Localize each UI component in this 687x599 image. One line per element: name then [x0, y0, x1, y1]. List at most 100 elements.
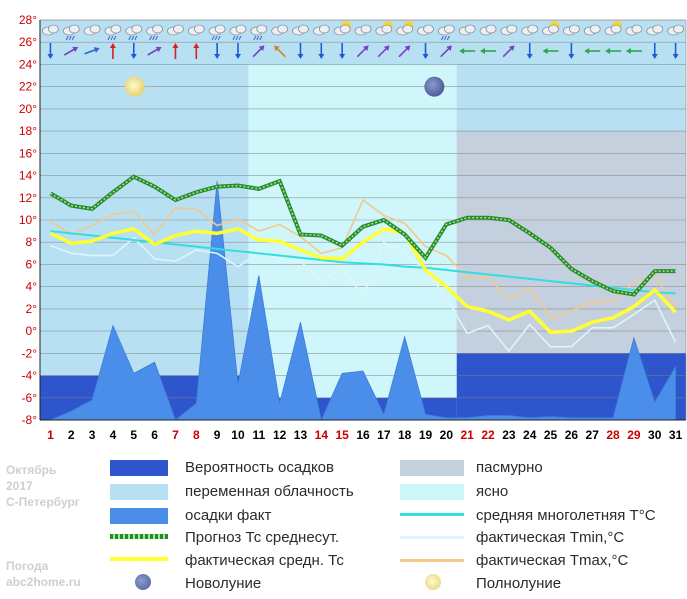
cloud-icon — [131, 24, 143, 34]
rain-drop-icon — [446, 35, 450, 41]
wind-arrow-icon — [526, 43, 533, 59]
legend-label-new-moon: Новолуние — [185, 575, 262, 592]
y-tick-label: -6° — [22, 391, 38, 405]
cloud-icon — [506, 24, 518, 34]
wind-arrow-icon — [377, 45, 390, 58]
legend-label-fact-avg: фактическая средн. Тс — [185, 552, 344, 569]
weather-chart: 28° 26° 24° 22° 20° 18° 16° 14° 12° 10° 8° 6° 4° 2° 0°… — [19, 13, 687, 442]
x-tick-label: 8 — [193, 428, 200, 442]
wind-arrow-head — [459, 48, 465, 54]
wind-arrow-head — [214, 54, 221, 59]
sun-cloud-icon — [604, 21, 623, 36]
cloud-icon — [42, 24, 59, 36]
wind-arrow-head — [672, 54, 679, 59]
wind-arrow-icon — [339, 43, 346, 59]
y-tick-label: 0° — [26, 324, 38, 338]
x-tick-labels: 1 2 3 4 5 6 7 8 9 10 11 12 13 14 15 16 17 18 19 20 21 22 23 24 2… — [47, 428, 682, 442]
wind-arrow-icon — [440, 45, 453, 58]
rain-drop-icon — [238, 35, 242, 41]
x-tick-label: 25 — [544, 428, 558, 442]
cloud-icon — [417, 24, 434, 36]
legend-label-tmin: фактическая Tmin,°С — [476, 529, 625, 546]
x-tick-label: 5 — [130, 428, 137, 442]
wind-arrow-head — [363, 45, 369, 51]
wind-arrow-icon — [84, 47, 100, 55]
legend: Октябрь 2017 С-Петербург Погода abc2home… — [0, 455, 687, 599]
cloud-icon — [479, 24, 497, 36]
wind-arrow-icon — [502, 45, 515, 58]
rain-drop-icon — [113, 35, 117, 41]
rain-drop-icon — [131, 35, 135, 41]
band-clear-1 — [248, 64, 457, 398]
cloud-icon — [292, 24, 309, 36]
y-tick-label: 16° — [19, 146, 37, 160]
cloud-icon — [152, 24, 164, 34]
axes — [39, 19, 687, 421]
wind-arrow-icon — [147, 46, 162, 56]
x-tick-label: 19 — [419, 428, 433, 442]
rain-cloud-icon — [125, 24, 143, 41]
wind-arrow-icon — [672, 43, 679, 59]
wind-arrow-icon — [422, 43, 429, 59]
cloud-icon — [110, 24, 122, 34]
y-tick-label: 8° — [26, 235, 38, 249]
wind-arrow-icon — [214, 43, 221, 59]
wind-arrow-icon — [480, 48, 497, 54]
x-tick-label: 31 — [669, 428, 683, 442]
wind-arrow-icon — [318, 43, 325, 59]
rain-drop-icon — [128, 35, 132, 41]
legend-swatch-tmin — [400, 536, 464, 539]
cloud-icon — [443, 24, 455, 34]
legend-swatch-overcast — [400, 460, 464, 476]
y-tick-label: 12° — [19, 191, 37, 205]
full-moon-icon — [124, 76, 145, 97]
wind-arrow-head — [605, 48, 611, 54]
wind-arrow-icon — [651, 43, 658, 59]
legend-swatch-clear — [400, 484, 464, 500]
cloud-icon — [354, 24, 372, 36]
wind-arrow-head — [422, 54, 429, 59]
line-forecast-avg-highlight — [50, 175, 676, 296]
wind-arrow-icon — [193, 43, 200, 59]
y-tick-label: 2° — [26, 302, 38, 316]
moon-phases — [124, 76, 445, 97]
y-tick-label: 6° — [26, 257, 38, 271]
x-tick-label: 4 — [110, 428, 117, 442]
rain-cloud-icon — [146, 24, 164, 41]
watermark-month: Октябрь — [6, 463, 57, 477]
rain-drop-icon — [134, 35, 138, 41]
x-tick-label: 22 — [481, 428, 495, 442]
legend-swatch-precip-fact — [110, 508, 168, 524]
wind-arrow-icon — [273, 45, 286, 58]
x-tick-label: 3 — [89, 428, 96, 442]
wind-arrow-head — [526, 54, 533, 59]
cloud-icon — [631, 24, 643, 34]
rain-drop-icon — [217, 35, 221, 41]
legend-swatch-tmax — [400, 559, 464, 562]
x-tick-label: 20 — [440, 428, 454, 442]
x-tick-label: 15 — [335, 428, 349, 442]
y-tick-label: 26° — [19, 35, 37, 49]
y-tick-labels: 28° 26° 24° 22° 20° 18° 16° 14° 12° 10° 8° 6° 4° 2° 0°… — [19, 13, 37, 427]
y-tick-label: 20° — [19, 102, 37, 116]
rain-drop-icon — [256, 35, 260, 41]
wind-arrow-head — [72, 46, 79, 53]
cloud-icon — [68, 24, 80, 34]
rain-drop-icon — [253, 35, 257, 41]
rain-cloud-icon — [208, 24, 226, 41]
cloud-icon — [48, 24, 59, 34]
wind-arrow-head — [383, 45, 390, 51]
cloud-icon — [318, 24, 330, 34]
watermark-year: 2017 — [6, 479, 33, 493]
x-tick-label: 18 — [398, 428, 412, 442]
precipitation-area — [50, 181, 676, 422]
x-tick-label: 2 — [68, 428, 75, 442]
line-fact-max — [49, 198, 677, 319]
y-tick-label: 10° — [19, 213, 37, 227]
cloud-icon — [500, 24, 518, 36]
wind-arrow-head — [339, 54, 346, 59]
wind-arrow-icon — [625, 48, 642, 54]
wind-arrow-icon — [356, 45, 369, 58]
rain-cloud-icon — [437, 24, 455, 41]
wind-arrow-head — [651, 54, 658, 59]
